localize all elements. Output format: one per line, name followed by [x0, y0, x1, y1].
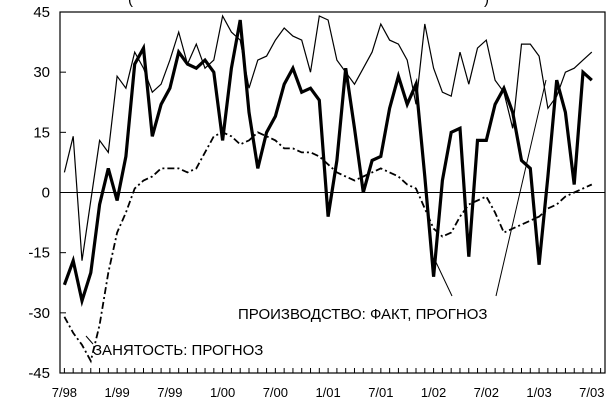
annotation-employment-label: ЗАНЯТОСТЬ: ПРОГНОЗ	[93, 342, 263, 359]
y-tick-label: -30	[28, 305, 50, 322]
x-tick-label: 7/03	[579, 385, 604, 400]
x-tick-label: 1/02	[421, 385, 446, 400]
y-tick-label: 30	[33, 64, 50, 81]
x-axis: 7/98 1/99 7/99 1/00 7/00 1/01 7/01 1/02 7/02 1/03…	[52, 368, 604, 400]
y-axis: 45 30 15 0 -15 -30 -45	[28, 4, 605, 382]
x-tick-label: 1/99	[104, 385, 129, 400]
series-line-employment-forecast	[63, 131, 593, 364]
y-tick-label: 15	[33, 124, 50, 141]
y-tick-label: -15	[28, 245, 50, 262]
x-tick-label: 7/02	[474, 385, 499, 400]
annotation-arrow-3	[85, 335, 94, 345]
annotations: ПРОИЗВОДСТВО: ФАКТ, ПРОГНОЗ ЗАНЯТОСТЬ: П…	[85, 79, 547, 359]
y-tick-label: 0	[42, 185, 50, 202]
x-tick-label: 7/98	[52, 385, 77, 400]
annotation-production-label: ПРОИЗВОДСТВО: ФАКТ, ПРОГНОЗ	[238, 306, 487, 323]
series-group	[62, 14, 593, 364]
series-line-production-fact	[62, 19, 593, 308]
y-tick-label: -45	[28, 365, 50, 382]
x-tick-label: 1/00	[210, 385, 235, 400]
x-tick-label: 1/01	[315, 385, 340, 400]
annotation-arrow-2	[495, 79, 547, 297]
annotation-arrow-1	[433, 257, 453, 297]
chart-title-fragment-end: )	[484, 0, 489, 8]
y-tick-label: 45	[33, 4, 50, 21]
chart-title-fragment: (	[128, 0, 133, 8]
x-tick-label: 1/03	[526, 385, 551, 400]
x-tick-label: 7/99	[157, 385, 182, 400]
x-tick-label: 7/00	[263, 385, 288, 400]
x-tick-label: 7/01	[368, 385, 393, 400]
